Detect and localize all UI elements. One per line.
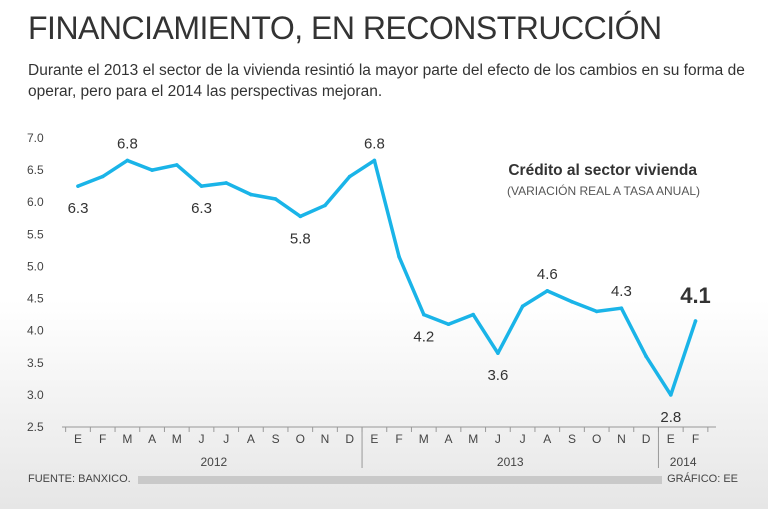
x-tick-label: J — [495, 432, 501, 446]
x-tick-label: E — [74, 432, 82, 446]
y-tick-label: 4.5 — [27, 292, 44, 306]
x-tick-label: F — [99, 432, 106, 446]
data-label: 5.8 — [290, 230, 311, 247]
source-note: FUENTE: BANXICO. — [28, 473, 131, 485]
y-tick-label: 5.0 — [27, 259, 44, 273]
page-title: FINANCIAMIENTO, EN RECONSTRUCCIÓN — [28, 10, 662, 46]
data-label: 2.8 — [660, 409, 681, 426]
data-point — [273, 197, 278, 201]
x-tick-label: J — [223, 432, 229, 446]
x-tick-label: A — [148, 432, 156, 446]
data-point — [471, 312, 476, 317]
data-label: 6.3 — [191, 200, 212, 217]
data-label: 4.6 — [537, 266, 558, 283]
x-tick-label: O — [592, 432, 601, 446]
data-point — [199, 184, 204, 188]
y-tick-label: 6.5 — [27, 163, 44, 177]
data-point — [520, 304, 525, 309]
data-point — [693, 319, 698, 323]
data-point — [347, 174, 352, 179]
x-tick-label: M — [419, 432, 429, 446]
x-tick-label: D — [642, 432, 651, 446]
x-tick-label: E — [667, 432, 675, 446]
x-tick-label: A — [543, 432, 551, 446]
data-label: 4.1 — [680, 283, 711, 308]
x-tick-label: A — [247, 432, 255, 446]
data-point — [644, 354, 648, 359]
footer: FUENTE: BANXICO. GRÁFICO: EE — [0, 472, 768, 488]
chart-subtitle: (VARIACIÓN REAL A TASA ANUAL) — [507, 183, 700, 198]
data-point — [372, 158, 377, 163]
footer-bar — [138, 476, 662, 484]
data-label: 4.3 — [611, 283, 632, 300]
data-point — [150, 168, 154, 172]
x-tick-label: E — [370, 432, 378, 446]
data-point — [100, 174, 105, 179]
year-label: 2014 — [670, 455, 697, 469]
data-point — [545, 289, 550, 293]
data-point — [224, 181, 228, 185]
data-point — [249, 192, 253, 197]
y-tick-label: 5.5 — [27, 227, 44, 241]
x-tick-label: S — [568, 432, 576, 446]
data-label: 3.6 — [487, 367, 508, 384]
x-tick-label: N — [617, 432, 626, 446]
y-tick-label: 3.5 — [27, 356, 44, 370]
series-line — [76, 158, 698, 397]
data-label: 4.2 — [413, 329, 434, 346]
data-point — [175, 163, 179, 167]
data-point — [669, 393, 673, 397]
x-tick-label: M — [468, 432, 478, 446]
x-tick-label: S — [272, 432, 280, 446]
data-point — [323, 203, 327, 208]
y-tick-label: 3.0 — [27, 388, 44, 402]
data-point — [397, 255, 401, 259]
x-tick-label: O — [296, 432, 305, 446]
data-label: 6.3 — [68, 200, 89, 217]
data-point — [298, 214, 303, 219]
data-label: 6.8 — [117, 135, 138, 152]
x-tick-label: M — [172, 432, 182, 446]
data-point — [594, 309, 599, 314]
x-tick-label: D — [345, 432, 354, 446]
data-point — [76, 184, 80, 188]
x-tick-label: A — [444, 432, 452, 446]
x-tick-label: M — [122, 432, 132, 446]
data-point — [125, 158, 130, 163]
credit-note: GRÁFICO: EE — [667, 473, 738, 485]
x-tick-label: J — [199, 432, 205, 446]
y-tick-label: 6.0 — [27, 195, 44, 209]
y-tick-label: 7.0 — [27, 131, 44, 145]
data-point — [496, 351, 500, 355]
data-point — [446, 322, 451, 327]
year-label: 2013 — [497, 455, 524, 469]
page-subtitle: Durante el 2013 el sector de la vivienda… — [28, 62, 745, 100]
y-tick-label: 4.0 — [27, 324, 44, 338]
x-tick-label: F — [395, 432, 402, 446]
data-label: 6.8 — [364, 135, 385, 152]
data-point — [619, 306, 624, 310]
x-tick-label: J — [520, 432, 526, 446]
data-point — [422, 312, 426, 317]
chart-title: Crédito al sector vivienda — [508, 162, 697, 179]
data-point — [570, 299, 574, 304]
x-tick-label: F — [692, 432, 699, 446]
year-label: 2012 — [200, 455, 227, 469]
y-tick-label: 2.5 — [27, 420, 44, 434]
x-tick-label: N — [321, 432, 330, 446]
